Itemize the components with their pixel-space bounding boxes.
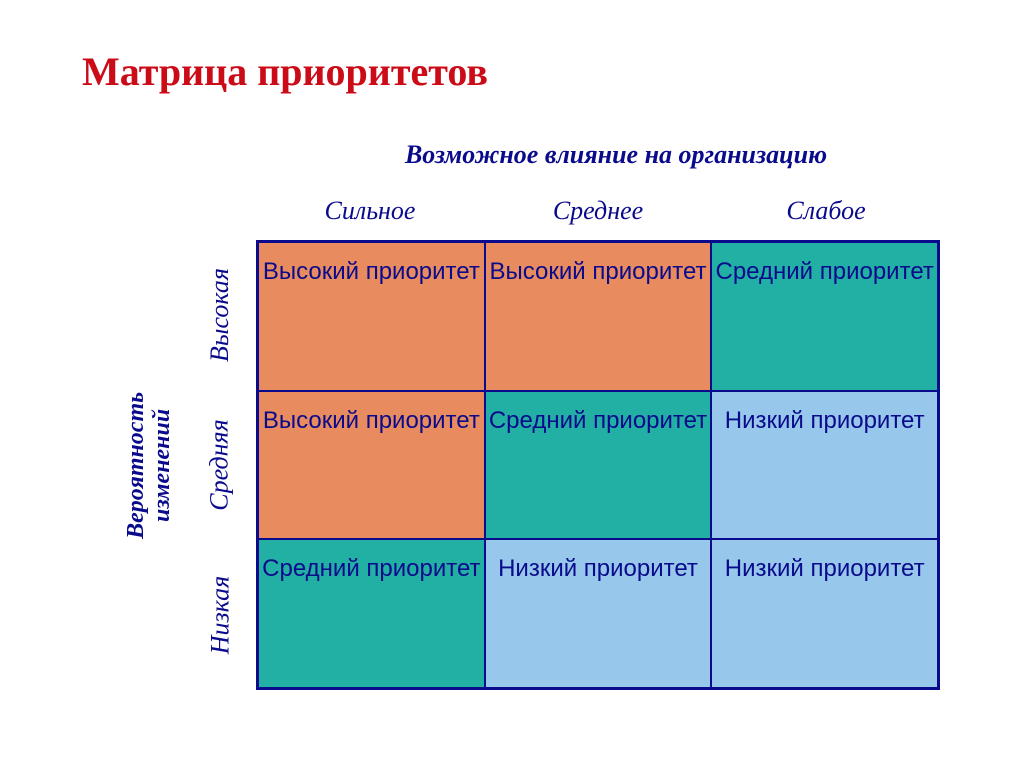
matrix-cell: Низкий приоритет: [711, 391, 938, 540]
x-label: Среднее: [484, 196, 712, 226]
matrix-cell: Высокий приоритет: [258, 391, 485, 540]
y-label: Низкая: [205, 576, 235, 655]
matrix-cell: Низкий приоритет: [485, 539, 712, 688]
matrix-row: Высокий приоритет Высокий приоритет Сред…: [258, 242, 938, 391]
x-label: Слабое: [712, 196, 940, 226]
y-label: Средняя: [205, 419, 235, 510]
matrix-cell: Средний приоритет: [485, 391, 712, 540]
y-axis-title-text: Вероятностьизменений: [123, 392, 176, 539]
matrix-cell: Высокий приоритет: [485, 242, 712, 391]
matrix-cell: Средний приоритет: [711, 242, 938, 391]
y-axis-labels: Высокая Средняя Низкая: [200, 240, 240, 690]
priority-matrix: Высокий приоритет Высокий приоритет Сред…: [256, 240, 940, 690]
y-label: Высокая: [205, 268, 235, 362]
matrix-cell: Высокий приоритет: [258, 242, 485, 391]
matrix-cell: Низкий приоритет: [711, 539, 938, 688]
x-label: Сильное: [256, 196, 484, 226]
x-axis-labels: Сильное Среднее Слабое: [256, 196, 940, 226]
matrix-cell: Средний приоритет: [258, 539, 485, 688]
page-title: Матрица приоритетов: [82, 48, 488, 95]
matrix-row: Средний приоритет Низкий приоритет Низки…: [258, 539, 938, 688]
matrix-row: Высокий приоритет Средний приоритет Низк…: [258, 391, 938, 540]
x-axis-title: Возможное влияние на организацию: [326, 140, 906, 170]
